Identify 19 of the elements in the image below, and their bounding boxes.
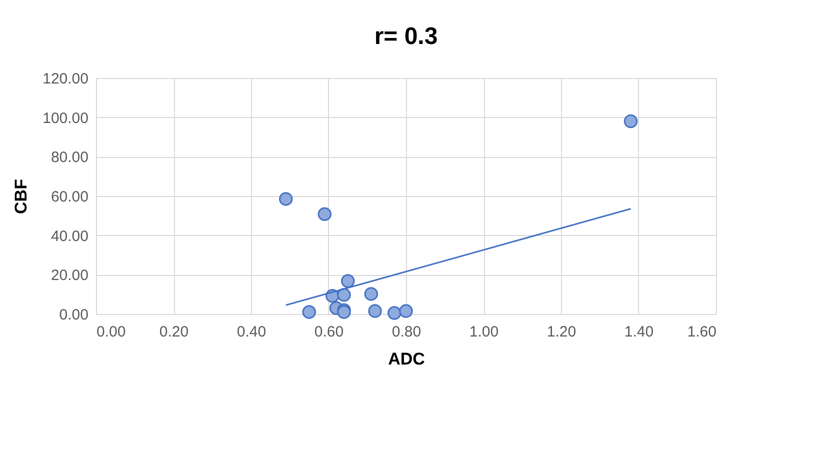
y-tick-label: 0.00: [59, 306, 88, 324]
x-tick-label: 0.20: [159, 324, 189, 340]
x-tick-label: 1.20: [546, 324, 576, 340]
chart-title: r= 0.3: [374, 23, 438, 50]
x-tick-label: 1.60: [687, 324, 716, 340]
x-tick-label: 0.80: [392, 324, 422, 340]
y-tick-label: 80.00: [50, 149, 88, 166]
y-tick-label: 20.00: [50, 267, 88, 284]
y-tick-label: 120.00: [42, 70, 88, 88]
y-tick-label: 60.00: [50, 188, 88, 206]
x-tick-label: 1.40: [624, 324, 654, 340]
x-axis-title: ADC: [388, 350, 425, 368]
x-tick-label: 0.60: [314, 324, 344, 340]
y-tick-label: 40.00: [50, 228, 88, 245]
y-axis-title: CBF: [12, 179, 31, 214]
x-tick-label: 0.00: [96, 324, 126, 340]
x-tick-label: 1.00: [469, 324, 499, 340]
y-tick-label: 100.00: [42, 110, 88, 127]
x-tick-label: 0.40: [236, 324, 266, 340]
